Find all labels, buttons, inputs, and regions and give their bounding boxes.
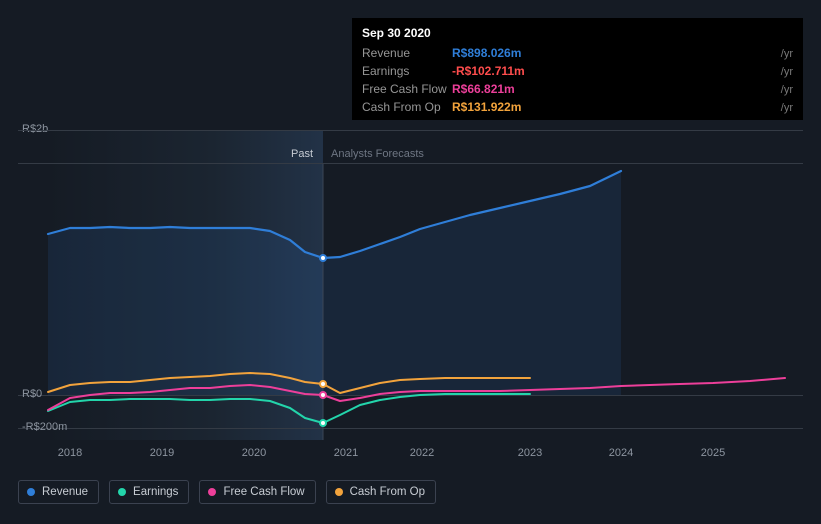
legend-item-label: Cash From Op: [350, 486, 425, 498]
tooltip-row-label: Cash From Op: [362, 98, 452, 116]
legend-dot-icon: [118, 488, 126, 496]
legend-dot-icon: [208, 488, 216, 496]
tooltip-row-label: Revenue: [362, 44, 452, 62]
tooltip-row-label: Free Cash Flow: [362, 80, 452, 98]
x-axis-label: 2023: [518, 447, 542, 459]
tooltip-row: Earnings-R$102.711m/yr: [362, 62, 793, 80]
x-axis-label: 2025: [701, 447, 725, 459]
legend-dot-icon: [335, 488, 343, 496]
cfo-marker: [319, 380, 327, 388]
financial-chart: R$2bR$0-R$200mPastAnalysts Forecasts2018…: [18, 0, 803, 524]
x-axis-label: 2018: [58, 447, 82, 459]
legend: Revenue Earnings Free Cash Flow Cash From O…: [18, 480, 436, 504]
revenue-area: [48, 171, 621, 395]
legend-dot-icon: [27, 488, 35, 496]
revenue-marker: [319, 254, 327, 262]
earnings-line: [48, 394, 530, 423]
tooltip-table: RevenueR$898.026m/yrEarnings-R$102.711m/…: [362, 44, 793, 116]
tooltip-row: RevenueR$898.026m/yr: [362, 44, 793, 62]
legend-item-earnings[interactable]: Earnings: [109, 480, 189, 504]
x-axis-label: 2024: [609, 447, 633, 459]
legend-item-label: Revenue: [42, 486, 88, 498]
tooltip-row-label: Earnings: [362, 62, 452, 80]
tooltip-row-unit: /yr: [777, 98, 793, 116]
legend-item-cash-from-op[interactable]: Cash From Op: [326, 480, 436, 504]
tooltip-row-unit: /yr: [777, 62, 793, 80]
tooltip-row-unit: /yr: [777, 44, 793, 62]
tooltip-row-value: R$898.026m: [452, 44, 777, 62]
x-axis-label: 2021: [334, 447, 358, 459]
legend-item-label: Earnings: [133, 486, 178, 498]
legend-item-revenue[interactable]: Revenue: [18, 480, 99, 504]
tooltip-row: Free Cash FlowR$66.821m/yr: [362, 80, 793, 98]
tooltip: Sep 30 2020RevenueR$898.026m/yrEarnings-…: [352, 18, 803, 120]
x-axis-label: 2022: [410, 447, 434, 459]
x-axis-label: 2020: [242, 447, 266, 459]
tooltip-row-value: R$66.821m: [452, 80, 777, 98]
x-axis-label: 2019: [150, 447, 174, 459]
tooltip-row-value: R$131.922m: [452, 98, 777, 116]
earnings-marker: [319, 419, 327, 427]
fcf-marker: [319, 391, 327, 399]
legend-item-free-cash-flow[interactable]: Free Cash Flow: [199, 480, 315, 504]
legend-item-label: Free Cash Flow: [223, 486, 304, 498]
tooltip-date: Sep 30 2020: [362, 26, 793, 40]
tooltip-row: Cash From OpR$131.922m/yr: [362, 98, 793, 116]
tooltip-row-unit: /yr: [777, 80, 793, 98]
tooltip-row-value: -R$102.711m: [452, 62, 777, 80]
